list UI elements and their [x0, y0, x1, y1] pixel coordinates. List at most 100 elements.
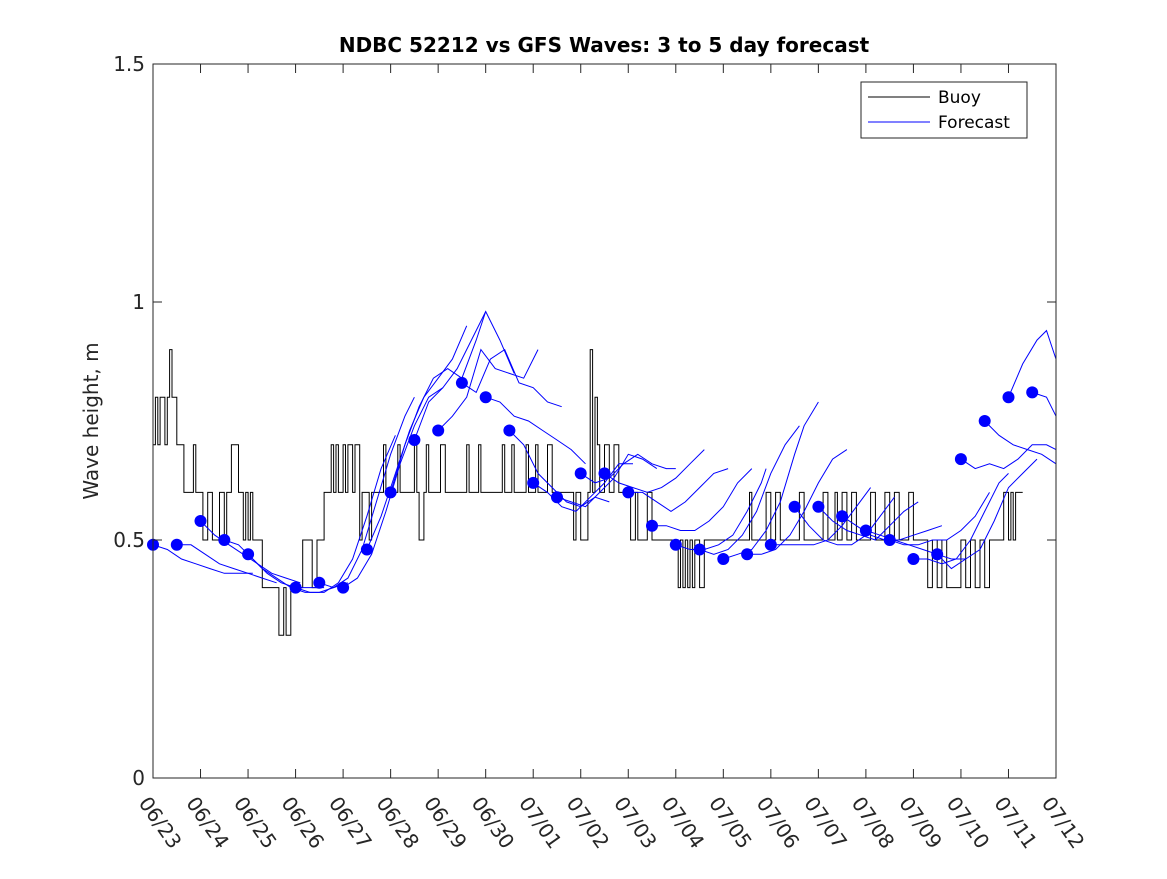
forecast-marker-5 — [289, 581, 302, 594]
forecast-run-line-24 — [747, 449, 848, 555]
forecast-marker-19 — [622, 486, 635, 499]
forecast-marker-29 — [859, 524, 872, 537]
forecast-marker-25 — [764, 538, 777, 551]
forecast-run-line-32 — [936, 458, 1038, 570]
forecast-marker-16 — [551, 491, 563, 504]
forecast-run-line-18 — [604, 449, 705, 493]
axes — [152, 63, 1057, 779]
y-tick-label-0: 0 — [132, 766, 145, 790]
legend-buoy-label: Buoy — [938, 88, 981, 108]
forecast-marker-31 — [907, 553, 920, 565]
forecast-marker-4 — [242, 548, 255, 561]
x-tick-label-18: 07/11 — [989, 792, 1042, 853]
forecast-marker-2 — [194, 515, 207, 527]
forecast-marker-10 — [408, 434, 421, 446]
forecast-run-line-33 — [960, 444, 1057, 470]
forecast-run-line-35 — [1008, 329, 1057, 398]
forecast-run-line-17 — [580, 453, 676, 484]
x-tick-label-13: 07/06 — [752, 792, 805, 853]
forecast-run-line-13 — [485, 396, 586, 465]
x-tick-label-3: 06/26 — [277, 792, 330, 853]
forecast-run-line-5 — [295, 435, 396, 593]
forecast-run-line-25 — [770, 487, 872, 546]
forecast-run-line-16 — [556, 453, 658, 508]
forecast-marker-33 — [954, 453, 967, 466]
forecast-marker-28 — [836, 510, 849, 523]
x-tick-label-1: 06/24 — [181, 792, 234, 853]
forecast-run-line-10 — [413, 310, 515, 441]
forecast-marker-18 — [598, 467, 611, 480]
axes-box — [152, 63, 1057, 779]
forecast-run-line-20 — [652, 468, 753, 531]
forecast-marker-24 — [741, 548, 754, 561]
forecast-run-line-23 — [723, 401, 819, 560]
forecast-marker-30 — [883, 534, 896, 546]
forecast-run-line-31 — [913, 473, 1009, 565]
x-tick-label-15: 07/08 — [847, 792, 900, 853]
forecast-marker-22 — [693, 543, 706, 556]
legend: Buoy Forecast — [860, 81, 1028, 139]
forecast-marker-20 — [646, 519, 658, 532]
forecast-marker-17 — [574, 467, 587, 480]
forecast-run-line-27 — [818, 501, 919, 541]
forecast-run-line-30 — [889, 492, 990, 546]
legend-forecast-label: Forecast — [938, 113, 1010, 133]
x-tick-label-5: 06/28 — [372, 792, 425, 853]
x-tick-label-10: 07/03 — [609, 792, 662, 853]
forecast-marker-32 — [931, 548, 944, 561]
forecast-run-line-3 — [224, 539, 325, 589]
forecast-run-line-11 — [437, 348, 539, 431]
forecast-marker-21 — [669, 538, 682, 551]
x-tick-label-11: 07/04 — [657, 792, 710, 853]
forecast-run-line-0 — [152, 544, 253, 574]
forecast-marker-1 — [170, 538, 183, 551]
y-axis-label: Wave height, m — [79, 342, 103, 499]
forecast-marker-13 — [479, 391, 492, 404]
x-tick-label-17: 07/10 — [942, 792, 995, 853]
forecast-marker-23 — [717, 553, 730, 565]
x-tick-label-4: 06/27 — [324, 792, 377, 853]
chart-title: NDBC 52212 vs GFS Waves: 3 to 5 day fore… — [339, 33, 870, 57]
forecast-marker-15 — [527, 476, 540, 489]
y-tick-label-1: 0.5 — [113, 528, 145, 552]
buoy-series-line — [153, 349, 1023, 636]
x-tick-label-8: 07/01 — [514, 792, 567, 853]
y-tick-label-3: 1.5 — [113, 52, 145, 76]
forecast-marker-36 — [1026, 386, 1039, 399]
axis-ticks: 00.511.506/2306/2406/2506/2606/2706/2806… — [113, 52, 1089, 853]
legend-box — [860, 81, 1028, 139]
forecast-marker-14 — [503, 424, 516, 437]
forecast-run-line-19 — [628, 468, 729, 513]
forecast-marker-12 — [455, 376, 468, 389]
x-tick-label-12: 07/05 — [704, 792, 757, 853]
x-tick-label-2: 06/25 — [229, 792, 282, 853]
forecast-marker-9 — [384, 486, 397, 499]
forecast-run-line-12 — [461, 348, 562, 408]
forecast-run-line-29 — [865, 530, 966, 560]
forecast-marker-26 — [788, 500, 801, 513]
forecast-run-line-34 — [984, 420, 1057, 465]
forecast-run-line-15 — [532, 463, 633, 512]
forecast-marker-6 — [313, 576, 326, 589]
forecast-run-line-26 — [794, 496, 895, 546]
x-tick-label-14: 07/07 — [799, 792, 852, 853]
x-tick-label-9: 07/02 — [562, 792, 615, 853]
forecast-run-line-21 — [675, 468, 767, 550]
x-tick-label-16: 07/09 — [894, 792, 947, 853]
x-tick-label-6: 06/29 — [419, 792, 472, 853]
forecast-marker-34 — [978, 415, 991, 427]
forecast-marker-8 — [360, 543, 373, 556]
forecast-run-line-1 — [176, 544, 277, 584]
forecast-marker-11 — [432, 424, 445, 437]
forecast-marker-35 — [1002, 391, 1015, 404]
plot-area — [147, 310, 1057, 636]
x-tick-label-7: 06/30 — [467, 792, 520, 853]
forecast-run-line-6 — [319, 396, 415, 589]
x-tick-label-19: 07/12 — [1037, 792, 1090, 853]
y-tick-label-2: 1 — [132, 290, 145, 314]
forecast-marker-27 — [812, 500, 825, 513]
forecast-marker-7 — [337, 581, 350, 594]
forecast-run-line-9 — [390, 311, 487, 493]
